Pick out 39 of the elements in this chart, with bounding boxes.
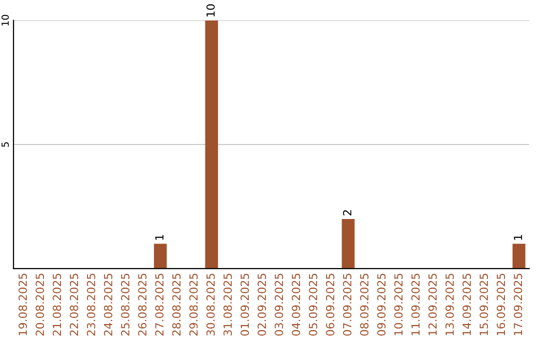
x-tick-label: 03.09.2025 (274, 274, 284, 336)
data-label: 1 (155, 234, 164, 240)
x-tick-label: 27.08.2025 (155, 274, 164, 336)
data-label: 2 (343, 210, 352, 216)
x-tick-label: 12.09.2025 (428, 274, 437, 336)
x-tick-label: 26.08.2025 (138, 274, 147, 336)
x-tick-label: 09.09.2025 (377, 274, 386, 336)
x-tick-label: 10.09.2025 (394, 274, 403, 336)
y-tick-label: 5 (2, 142, 9, 147)
x-tick-label: 29.08.2025 (189, 274, 198, 336)
bar (154, 244, 167, 269)
x-tick-label: 23.08.2025 (86, 274, 96, 336)
x-tick-label: 15.09.2025 (480, 274, 488, 336)
data-label: 10 (206, 4, 215, 16)
bar (205, 20, 218, 269)
x-tick-label: 01.09.2025 (240, 274, 249, 336)
x-tick-label: 25.08.2025 (121, 274, 130, 336)
bar (342, 218, 355, 269)
x-tick-label: 30.08.2025 (206, 274, 215, 336)
bar (512, 244, 526, 269)
x-tick-label: 05.09.2025 (308, 274, 318, 336)
x-tick-label: 02.09.2025 (258, 274, 266, 336)
x-tick-label: 04.09.2025 (292, 274, 300, 336)
x-tick-label: 11.09.2025 (411, 274, 420, 336)
x-tick-label: 21.08.2025 (52, 274, 62, 336)
x-tick-label: 17.09.2025 (514, 274, 522, 336)
data-label: 1 (514, 234, 522, 240)
x-tick-label: 14.09.2025 (462, 274, 471, 336)
x-tick-label: 16.09.2025 (496, 274, 506, 336)
x-tick-label: 28.08.2025 (172, 274, 181, 336)
x-tick-label: 07.09.2025 (343, 274, 352, 336)
x-tick-label: 31.08.2025 (223, 274, 232, 336)
x-tick-label: 06.09.2025 (326, 274, 334, 336)
x-tick-label: 22.08.2025 (70, 274, 78, 336)
x-tick-label: 08.09.2025 (360, 274, 368, 336)
x-tick-label: 19.08.2025 (18, 274, 27, 336)
x-tick-label: 24.08.2025 (104, 274, 112, 336)
x-tick-label: 13.09.2025 (445, 274, 454, 336)
x-tick-label: 20.08.2025 (36, 274, 44, 336)
